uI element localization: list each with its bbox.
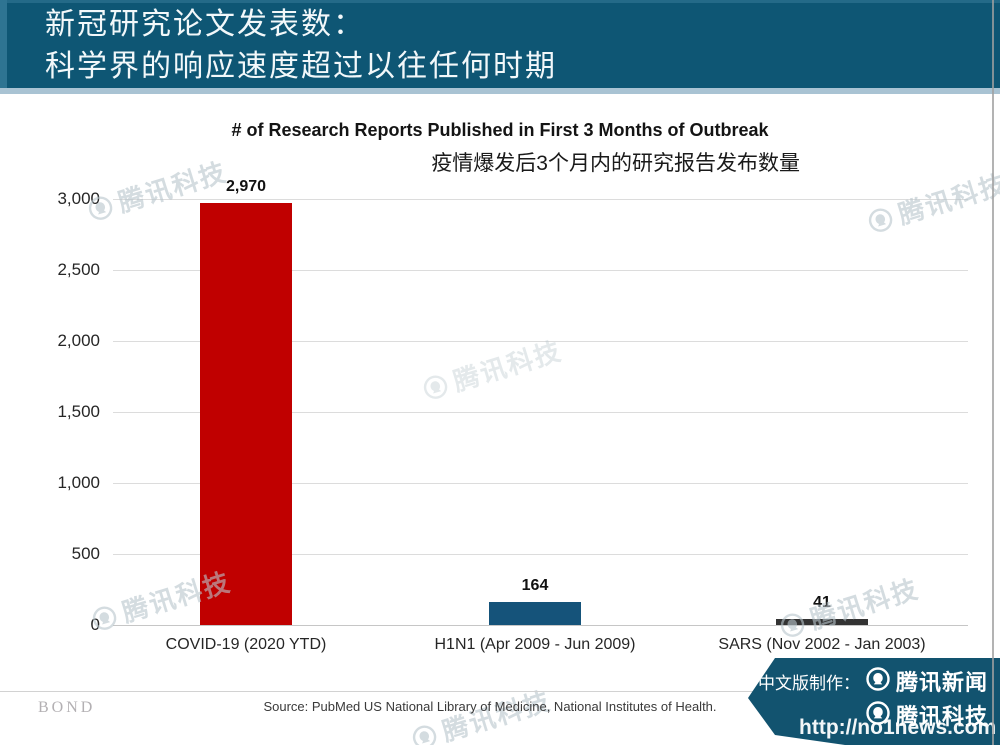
ytick-label: 1,000: [57, 473, 100, 492]
bar-value-label: 41: [813, 594, 831, 611]
footer-divider: [0, 691, 1000, 692]
plot-area: 0 500 1,000 1,500 2,000 2,500 3,000 2,970 COVID-…: [57, 178, 968, 653]
chart-title: # of Research Reports Published in First…: [231, 120, 769, 140]
tencent-logo-icon: [408, 720, 440, 745]
ytick-label: 2,500: [57, 260, 100, 279]
header-titles: 新冠研究论文发表数： 科学界的响应速度超过以往任何时期: [45, 4, 557, 88]
url-watermark: http://no1news.com: [799, 716, 997, 739]
header-title-line2: 科学界的响应速度超过以往任何时期: [45, 50, 557, 83]
credit-ribbon: 中文版制作： 腾讯新闻 腾讯科技: [748, 658, 1000, 745]
ribbon-row-2: 腾讯科技: [865, 699, 988, 731]
header-banner: 新冠研究论文发表数： 科学界的响应速度超过以往任何时期: [0, 0, 1000, 88]
bar: [776, 619, 868, 625]
bar-value-label: 164: [521, 577, 549, 594]
gridline: [113, 270, 968, 271]
gridline: [113, 483, 968, 484]
x-category-label: SARS (Nov 2002 - Jan 2003): [718, 636, 926, 653]
chart-subtitle: 疫情爆发后3个月内的研究报告发布数量: [431, 152, 800, 175]
ytick-label: 3,000: [57, 189, 100, 208]
tencent-news-label: 腾讯新闻: [895, 670, 988, 695]
ytick-label: 500: [71, 544, 100, 563]
gridline: [113, 199, 968, 200]
header-top-accent: [0, 0, 1000, 3]
gridline: [113, 625, 968, 626]
tencent-news-logo-icon: [865, 666, 891, 697]
x-category-label: H1N1 (Apr 2009 - Jun 2009): [434, 636, 636, 653]
gridline: [113, 412, 968, 413]
header-title-line1: 新冠研究论文发表数：: [45, 8, 365, 41]
bar: [489, 602, 581, 625]
x-category-label: COVID-19 (2020 YTD): [165, 636, 327, 653]
ribbon-row-1: 中文版制作： 腾讯新闻: [758, 665, 988, 697]
header-left-accent: [0, 0, 7, 88]
bar-value-label: 2,970: [225, 178, 267, 195]
source-citation: Source: PubMed US National Library of Me…: [263, 699, 717, 714]
gridline: [113, 554, 968, 555]
ribbon-prefix-label: 中文版制作：: [757, 673, 860, 693]
header-underline: [0, 88, 1000, 94]
tencent-tech-label: 腾讯科技: [895, 704, 988, 729]
ytick-label: 2,000: [57, 331, 100, 350]
right-edge-border: [992, 0, 994, 745]
bar: [200, 203, 292, 625]
ytick-label: 1,500: [57, 402, 100, 421]
bond-logo: BOND: [38, 699, 96, 716]
ytick-label: 0: [90, 615, 100, 634]
tencent-tech-logo-icon: [865, 700, 891, 731]
gridline: [113, 341, 968, 342]
